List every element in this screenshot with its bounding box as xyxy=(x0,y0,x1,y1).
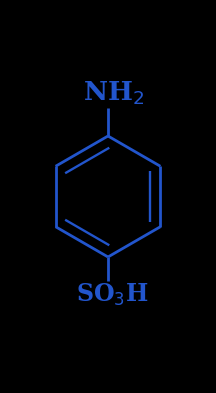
Text: NH$_2$: NH$_2$ xyxy=(83,79,144,107)
Text: SO$_3$H: SO$_3$H xyxy=(76,282,148,308)
